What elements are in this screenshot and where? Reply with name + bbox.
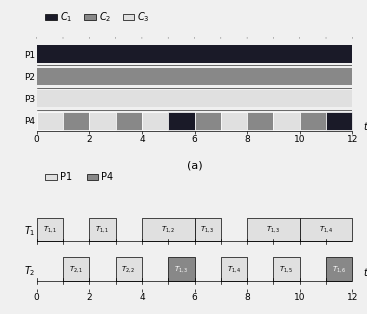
Text: $T_{1,2}$: $T_{1,2}$: [161, 225, 175, 235]
Text: $T_{1,1}$: $T_{1,1}$: [43, 225, 57, 235]
Text: $T_{1,4}$: $T_{1,4}$: [319, 225, 333, 235]
Text: $T_{1,3}$: $T_{1,3}$: [174, 264, 189, 274]
Text: (a): (a): [187, 160, 202, 171]
Text: $T_{1,4}$: $T_{1,4}$: [226, 264, 241, 274]
Text: $T_{2,2}$: $T_{2,2}$: [121, 264, 136, 274]
Text: $T_{2,1}$: $T_{2,1}$: [69, 264, 83, 274]
Legend: P1, P4: P1, P4: [41, 169, 117, 186]
Text: $t$: $t$: [363, 266, 367, 278]
Text: $T_{1,6}$: $T_{1,6}$: [332, 264, 346, 274]
Legend: $C_1$, $C_2$, $C_3$: $C_1$, $C_2$, $C_3$: [41, 7, 154, 28]
Text: $t$: $t$: [363, 120, 367, 132]
Text: $T_{1,1}$: $T_{1,1}$: [95, 225, 110, 235]
Text: $T_{1,3}$: $T_{1,3}$: [266, 225, 281, 235]
Text: $T_{1,3}$: $T_{1,3}$: [200, 225, 215, 235]
Text: $T_{1,5}$: $T_{1,5}$: [279, 264, 294, 274]
